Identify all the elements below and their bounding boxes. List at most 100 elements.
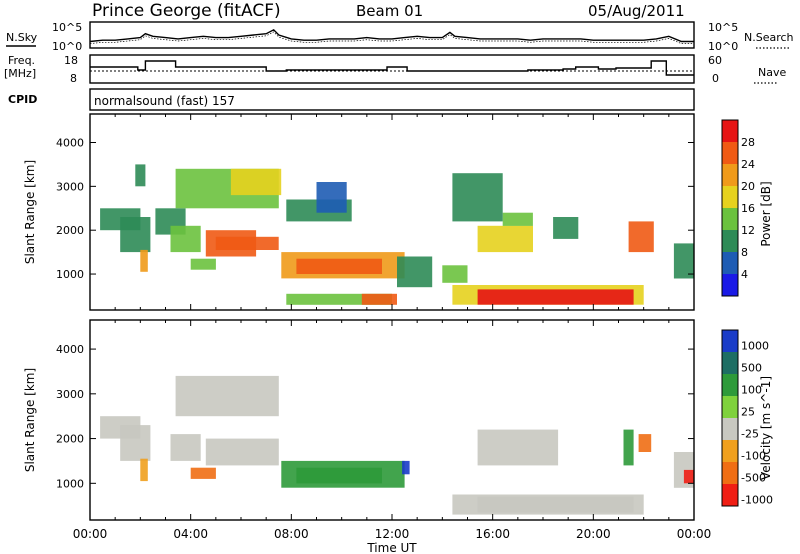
noise-panel: N.Sky 10^5 10^0 10^5 10^0 N.Search	[6, 21, 794, 53]
date-label: 05/Aug/2011	[588, 2, 685, 20]
power-ytick-label: 1000	[56, 268, 84, 281]
velocity-echo-band	[477, 496, 634, 513]
velocity-echo-band	[205, 438, 279, 466]
power-echo-band	[296, 258, 382, 274]
power-colorbar-swatch	[722, 252, 738, 274]
power-panel: 1000 2000 3000 4000 Slant Range [km] 4 8 12 16…	[23, 113, 773, 311]
cpid-text: normalsound (fast) 157	[94, 94, 235, 108]
time-tick-label: 08:00	[274, 527, 309, 541]
power-echo-band	[397, 256, 433, 288]
power-plot-area	[100, 164, 694, 305]
x-axis-label: Time UT	[366, 541, 417, 554]
velocity-echo-band	[140, 458, 148, 482]
time-tick-label: 00:00	[73, 527, 108, 541]
power-y-axis-label: Slant Range [km]	[23, 160, 37, 264]
cpid-row: CPID normalsound (fast) 157	[8, 88, 695, 111]
power-colorbar-swatch	[722, 230, 738, 252]
power-colorbar-swatch	[722, 274, 738, 296]
velocity-panel: 1000 2000 3000 4000 Slant Range [km] 1000 50…	[23, 319, 773, 554]
velocity-colorbar-swatch	[722, 418, 738, 440]
nave-right-tick-bottom: 0	[712, 72, 719, 85]
velocity-colorbar-swatch	[722, 396, 738, 418]
power-echo-band	[553, 217, 579, 239]
station-title: Prince George (fitACF)	[92, 1, 281, 21]
beam-label: Beam 01	[356, 2, 423, 20]
velocity-colorbar-swatch	[722, 484, 738, 506]
velocity-colorbar-swatch	[722, 374, 738, 396]
power-echo-band	[135, 164, 146, 187]
velocity-colorbar-tick: -1000	[741, 493, 773, 506]
velocity-colorbar-tick: 1000	[741, 339, 769, 352]
velocity-ytick-label: 3000	[56, 388, 84, 401]
velocity-echo-band	[120, 425, 151, 461]
velocity-colorbar-tick: 500	[741, 361, 762, 374]
cpid-label: CPID	[8, 93, 37, 106]
noise-right-tick-bottom: 10^0	[708, 40, 738, 53]
freq-left-tick-bottom: 8	[70, 72, 77, 85]
velocity-ytick-label: 2000	[56, 433, 84, 446]
power-echo-band	[477, 289, 634, 305]
power-colorbar-tick: 28	[741, 136, 755, 149]
power-echo-band	[120, 217, 151, 253]
power-ytick-label: 3000	[56, 180, 84, 193]
velocity-colorbar-tick: 100	[741, 383, 762, 396]
velocity-echo-band	[477, 429, 559, 466]
power-colorbar-swatch	[722, 208, 738, 230]
power-echo-band	[140, 249, 148, 272]
velocity-plot-area	[100, 375, 694, 515]
noise-search-label: N.Search	[744, 31, 794, 44]
nave-right-tick-top: 60	[708, 54, 722, 67]
velocity-colorbar-tick: -100	[741, 449, 766, 462]
noise-right-tick-top: 10^5	[708, 21, 738, 34]
power-colorbar-tick: 12	[741, 224, 755, 237]
frequency-trace	[90, 60, 694, 76]
freq-label: Freq.	[8, 54, 35, 67]
time-tick-label: 12:00	[375, 527, 410, 541]
power-ytick-label: 2000	[56, 224, 84, 237]
frequency-panel-frame	[89, 54, 695, 84]
velocity-colorbar-label: Velocity [m s^-1]	[759, 376, 773, 480]
power-echo-band	[361, 293, 397, 305]
power-colorbar-frame	[721, 119, 739, 297]
power-colorbar-swatch	[722, 120, 738, 142]
power-echo-band	[452, 173, 503, 222]
velocity-colorbar-frame	[721, 329, 739, 507]
velocity-colorbar-swatch	[722, 352, 738, 374]
power-echo-band	[190, 258, 216, 270]
power-colorbar-label: Power [dB]	[759, 181, 773, 246]
power-ytick-label: 4000	[56, 137, 84, 150]
nave-label: Nave	[758, 66, 786, 79]
power-echo-band	[477, 225, 533, 253]
velocity-colorbar-swatch	[722, 330, 738, 352]
power-colorbar-tick: 24	[741, 158, 755, 171]
power-echo-band	[215, 236, 279, 250]
power-echo-band	[673, 243, 694, 279]
power-echo-band	[316, 182, 347, 213]
velocity-echo-band	[623, 429, 634, 466]
velocity-echo-band	[638, 434, 652, 452]
velocity-colorbar-tick: 25	[741, 405, 755, 418]
noise-left-tick-top: 10^5	[52, 21, 82, 34]
power-colorbar-tick: 20	[741, 180, 755, 193]
power-echo-band	[628, 221, 654, 253]
freq-left-tick-top: 18	[64, 54, 78, 67]
velocity-colorbar-swatch	[722, 462, 738, 484]
power-colorbar-tick: 8	[741, 246, 748, 259]
velocity-echo-band	[175, 375, 279, 417]
velocity-echo-band	[170, 434, 201, 461]
power-colorbar-swatch	[722, 142, 738, 164]
noise-sky-trace	[89, 28, 694, 43]
noise-panel-frame	[89, 21, 695, 49]
time-tick-label: 00:00	[677, 527, 712, 541]
velocity-echo-band	[683, 469, 694, 484]
velocity-ytick-label: 1000	[56, 477, 84, 490]
power-echo-band	[502, 212, 533, 226]
power-echo-band	[442, 265, 468, 283]
velocity-y-axis-label: Slant Range [km]	[23, 368, 37, 472]
power-colorbar-tick: 16	[741, 202, 755, 215]
power-echo-band	[286, 293, 392, 305]
velocity-echo-band	[190, 467, 216, 479]
time-tick-label: 04:00	[173, 527, 208, 541]
velocity-colorbar-tick: -500	[741, 471, 766, 484]
